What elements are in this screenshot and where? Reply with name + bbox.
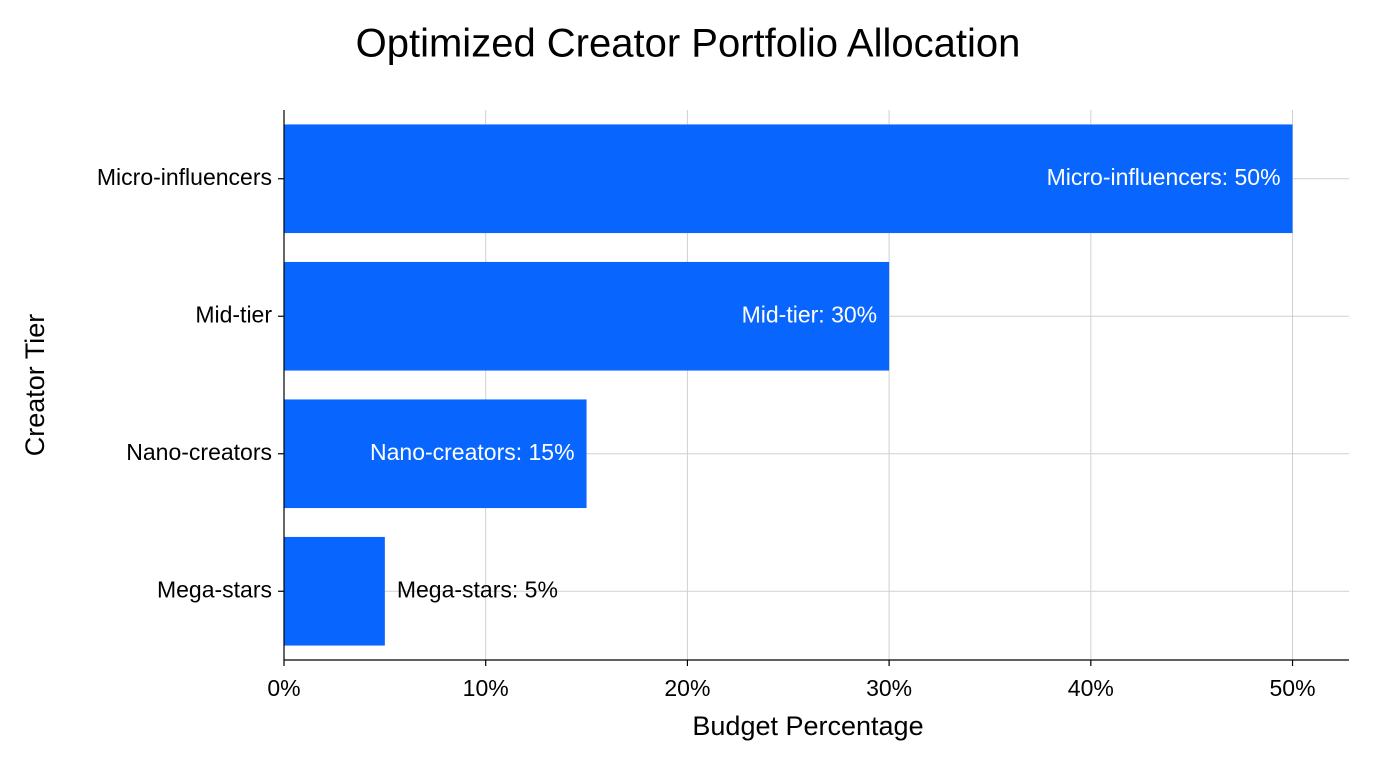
value-label: Mid-tier: 30% (742, 301, 877, 327)
value-label: Micro-influencers: 50% (1047, 164, 1281, 190)
y-tick-label: Nano-creators (126, 439, 272, 465)
x-tick-label: 30% (866, 675, 912, 701)
y-tick-label: Mega-stars (157, 576, 272, 602)
value-label: Mega-stars: 5% (397, 576, 558, 602)
x-tick-label: 50% (1269, 675, 1315, 701)
x-tick-label: 10% (463, 675, 509, 701)
bar (284, 536, 385, 646)
x-tick-label: 20% (664, 675, 710, 701)
x-tick-label: 0% (267, 675, 300, 701)
bar (284, 261, 890, 371)
chart-title: Optimized Creator Portfolio Allocation (356, 22, 1021, 66)
x-tick-label: 40% (1068, 675, 1114, 701)
y-axis-label: Creator Tier (20, 314, 50, 457)
bar (284, 399, 587, 509)
x-axis-label: Budget Percentage (692, 711, 923, 741)
y-tick-label: Micro-influencers (97, 164, 272, 190)
value-label: Nano-creators: 15% (370, 439, 575, 465)
bar (284, 124, 1293, 234)
y-tick-label: Mid-tier (195, 301, 272, 327)
